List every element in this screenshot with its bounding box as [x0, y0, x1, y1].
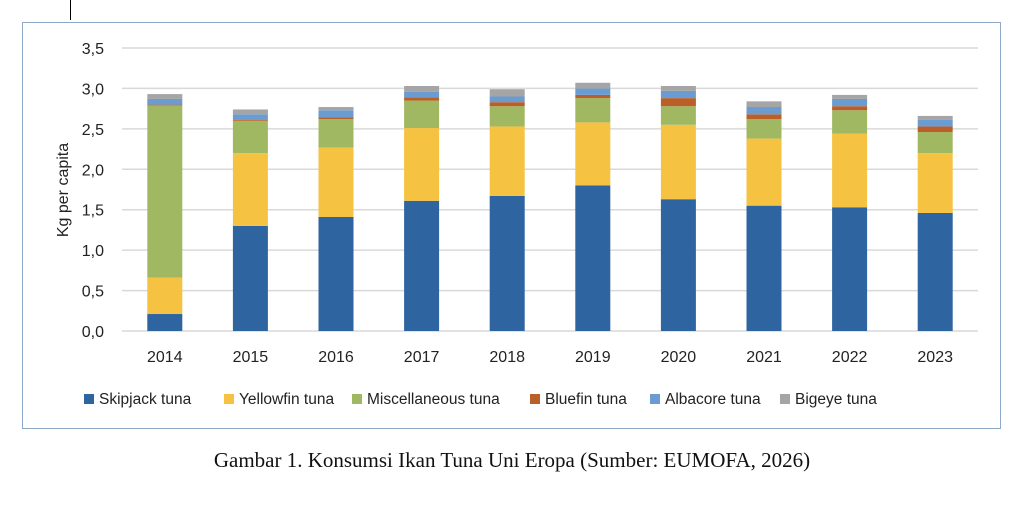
- legend-label: Miscellaneous tuna: [367, 391, 500, 408]
- text-cursor: [70, 0, 71, 20]
- bar-segment-bluefin-tuna: [660, 98, 696, 107]
- legend-label: Albacore tuna: [665, 391, 761, 408]
- stacked-bar-chart: 0,0 0,5 1,0 1,5 2,0 2,5 3,0 3,5 Kg per capita 201…: [55, 41, 978, 408]
- bar-segment-bluefin-tuna: [232, 119, 268, 121]
- bar-segment-albacore-tuna: [318, 110, 354, 118]
- bar-segment-skipjack-tuna: [832, 207, 868, 331]
- bar-segment-miscellaneous-tuna: [832, 110, 868, 134]
- x-tick-label: 2018: [489, 349, 525, 366]
- x-tick-label: 2017: [404, 349, 440, 366]
- x-tick-label: 2014: [147, 349, 183, 366]
- bar-segment-yellowfin-tuna: [832, 133, 868, 208]
- legend-swatch: [84, 394, 94, 404]
- bar-segment-bluefin-tuna: [746, 114, 782, 120]
- bar-segment-yellowfin-tuna: [575, 122, 611, 186]
- legend-swatch: [780, 394, 790, 404]
- x-tick-label: 2019: [575, 349, 611, 366]
- bar-segment-bluefin-tuna: [917, 126, 953, 133]
- bar-segment-yellowfin-tuna: [318, 147, 354, 217]
- bar-segment-albacore-tuna: [660, 90, 696, 99]
- legend-swatch: [530, 394, 540, 404]
- y-tick-label: 1,5: [82, 203, 104, 220]
- bar-segment-bigeye-tuna: [232, 109, 268, 115]
- legend-label: Bigeye tuna: [795, 391, 877, 408]
- legend-label: Skipjack tuna: [99, 391, 192, 408]
- bar-segment-miscellaneous-tuna: [404, 100, 440, 129]
- bar-segment-miscellaneous-tuna: [232, 120, 268, 154]
- y-tick-label: 3,0: [82, 81, 104, 98]
- bar-segment-bigeye-tuna: [746, 101, 782, 108]
- bar-segment-bigeye-tuna: [147, 94, 183, 99]
- bar-segment-bluefin-tuna: [832, 106, 868, 111]
- x-tick-label: 2022: [832, 349, 868, 366]
- bar-segment-albacore-tuna: [917, 119, 953, 127]
- bar-segment-miscellaneous-tuna: [489, 106, 525, 127]
- x-tick-label: 2020: [661, 349, 697, 366]
- bar-segment-bigeye-tuna: [318, 107, 354, 111]
- bar-segment-skipjack-tuna: [575, 185, 611, 331]
- bar-segment-skipjack-tuna: [404, 200, 440, 331]
- x-tick-label: 2021: [746, 349, 782, 366]
- bar-segment-miscellaneous-tuna: [660, 106, 696, 125]
- legend-swatch: [650, 394, 660, 404]
- bar-segment-skipjack-tuna: [147, 314, 183, 331]
- bar-segment-albacore-tuna: [489, 96, 525, 103]
- bar-segment-miscellaneous-tuna: [147, 105, 183, 278]
- chart-frame: [22, 22, 1001, 429]
- x-tick-label: 2015: [233, 349, 269, 366]
- bar-segment-bigeye-tuna: [917, 115, 953, 120]
- bar-segment-yellowfin-tuna: [660, 124, 696, 200]
- bar-segment-skipjack-tuna: [318, 216, 354, 331]
- legend-label: Bluefin tuna: [545, 391, 627, 408]
- bar-segment-miscellaneous-tuna: [917, 132, 953, 154]
- bar-segment-albacore-tuna: [404, 91, 440, 98]
- bar-segment-yellowfin-tuna: [917, 153, 953, 213]
- bar-segment-bigeye-tuna: [489, 89, 525, 97]
- bar-segment-albacore-tuna: [575, 88, 611, 95]
- bar-segment-skipjack-tuna: [660, 199, 696, 331]
- y-tick-label: 2,5: [82, 122, 104, 139]
- bar-segment-miscellaneous-tuna: [575, 98, 611, 123]
- bar-segment-skipjack-tuna: [232, 225, 268, 331]
- bar-segment-bigeye-tuna: [575, 82, 611, 89]
- bar-segment-yellowfin-tuna: [404, 128, 440, 201]
- bar-segment-albacore-tuna: [832, 98, 868, 107]
- bar-segment-skipjack-tuna: [746, 205, 782, 331]
- bar-segment-bluefin-tuna: [575, 94, 611, 99]
- bar-segment-bigeye-tuna: [404, 86, 440, 92]
- bar-segment-albacore-tuna: [746, 107, 782, 115]
- y-tick-label: 0,0: [82, 324, 104, 341]
- bar-segment-bluefin-tuna: [404, 97, 440, 101]
- bar-segment-bluefin-tuna: [489, 102, 525, 107]
- y-tick-label: 0,5: [82, 284, 104, 301]
- bar-segment-bluefin-tuna: [147, 104, 183, 106]
- y-tick-label: 1,0: [82, 243, 104, 260]
- bar-segment-miscellaneous-tuna: [318, 119, 354, 148]
- bar-segment-yellowfin-tuna: [746, 138, 782, 206]
- y-tick-label: 2,0: [82, 162, 104, 179]
- bar-segment-skipjack-tuna: [489, 195, 525, 331]
- bar-segment-miscellaneous-tuna: [746, 119, 782, 139]
- figure-caption: Gambar 1. Konsumsi Ikan Tuna Uni Eropa (…: [213, 448, 811, 472]
- bar-segment-yellowfin-tuna: [489, 126, 525, 196]
- bar-segment-yellowfin-tuna: [147, 277, 183, 315]
- bar-segment-bluefin-tuna: [318, 117, 354, 120]
- bar-segment-albacore-tuna: [147, 98, 183, 105]
- x-tick-label: 2016: [318, 349, 354, 366]
- bar-segment-albacore-tuna: [232, 114, 268, 120]
- bar-segment-yellowfin-tuna: [232, 153, 268, 226]
- legend-swatch: [224, 394, 234, 404]
- y-axis-label: Kg per capita: [55, 143, 72, 237]
- legend-swatch: [352, 394, 362, 404]
- y-tick-label: 3,5: [82, 41, 104, 58]
- bar-segment-bigeye-tuna: [660, 86, 696, 91]
- x-tick-label: 2023: [917, 349, 953, 366]
- legend-label: Yellowfin tuna: [239, 391, 334, 408]
- bar-segment-bigeye-tuna: [832, 94, 868, 99]
- bar-segment-skipjack-tuna: [917, 212, 953, 331]
